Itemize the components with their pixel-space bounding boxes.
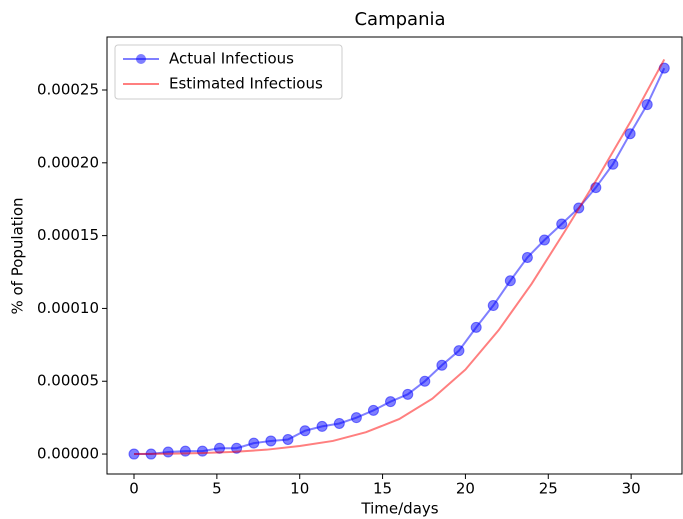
data-point xyxy=(282,433,294,445)
data-point xyxy=(556,218,568,230)
plot-frame xyxy=(106,36,683,475)
y-tick-label: 0.00015 xyxy=(37,226,99,244)
data-point xyxy=(624,128,636,140)
x-axis-label: Time/days xyxy=(360,500,438,518)
y-axis-label: % of Population xyxy=(9,197,27,314)
data-point xyxy=(333,417,345,429)
data-point xyxy=(470,321,482,333)
data-point xyxy=(385,396,397,408)
y-tick-label: 0.00010 xyxy=(37,299,99,317)
data-point xyxy=(350,412,362,424)
data-point xyxy=(316,420,328,432)
x-tick-label: 15 xyxy=(373,480,392,498)
x-tick-label: 0 xyxy=(129,480,139,498)
data-point xyxy=(521,251,533,263)
x-tick-label: 25 xyxy=(539,480,558,498)
data-point xyxy=(419,375,431,387)
data-point xyxy=(641,99,653,111)
y-tick-label: 0.00025 xyxy=(37,81,99,99)
data-point xyxy=(487,300,499,312)
legend-label: Actual Infectious xyxy=(169,50,294,68)
series-line xyxy=(134,58,666,456)
x-tick-label: 10 xyxy=(290,480,309,498)
x-tick-label: 20 xyxy=(456,480,475,498)
data-point xyxy=(162,446,174,458)
data-point xyxy=(196,445,208,457)
y-tick-label: 0.00020 xyxy=(37,153,99,171)
series-line xyxy=(134,67,666,456)
data-point xyxy=(504,275,516,287)
data-point xyxy=(265,435,277,447)
legend-label: Estimated Infectious xyxy=(169,75,323,93)
y-tick-label: 0.00005 xyxy=(37,372,99,390)
chart-title: Campania xyxy=(354,9,445,30)
data-point xyxy=(179,445,191,457)
x-tick-label: 30 xyxy=(622,480,641,498)
data-point xyxy=(538,234,550,246)
data-point xyxy=(607,158,619,170)
data-point xyxy=(436,359,448,371)
x-tick-label: 5 xyxy=(212,480,222,498)
data-point xyxy=(367,404,379,416)
data-point xyxy=(402,388,414,400)
legend-marker xyxy=(136,54,146,64)
legend-box xyxy=(114,44,343,100)
data-point xyxy=(299,425,311,437)
y-tick-label: 0.00000 xyxy=(37,445,99,463)
data-point xyxy=(248,437,260,449)
data-point xyxy=(453,345,465,357)
